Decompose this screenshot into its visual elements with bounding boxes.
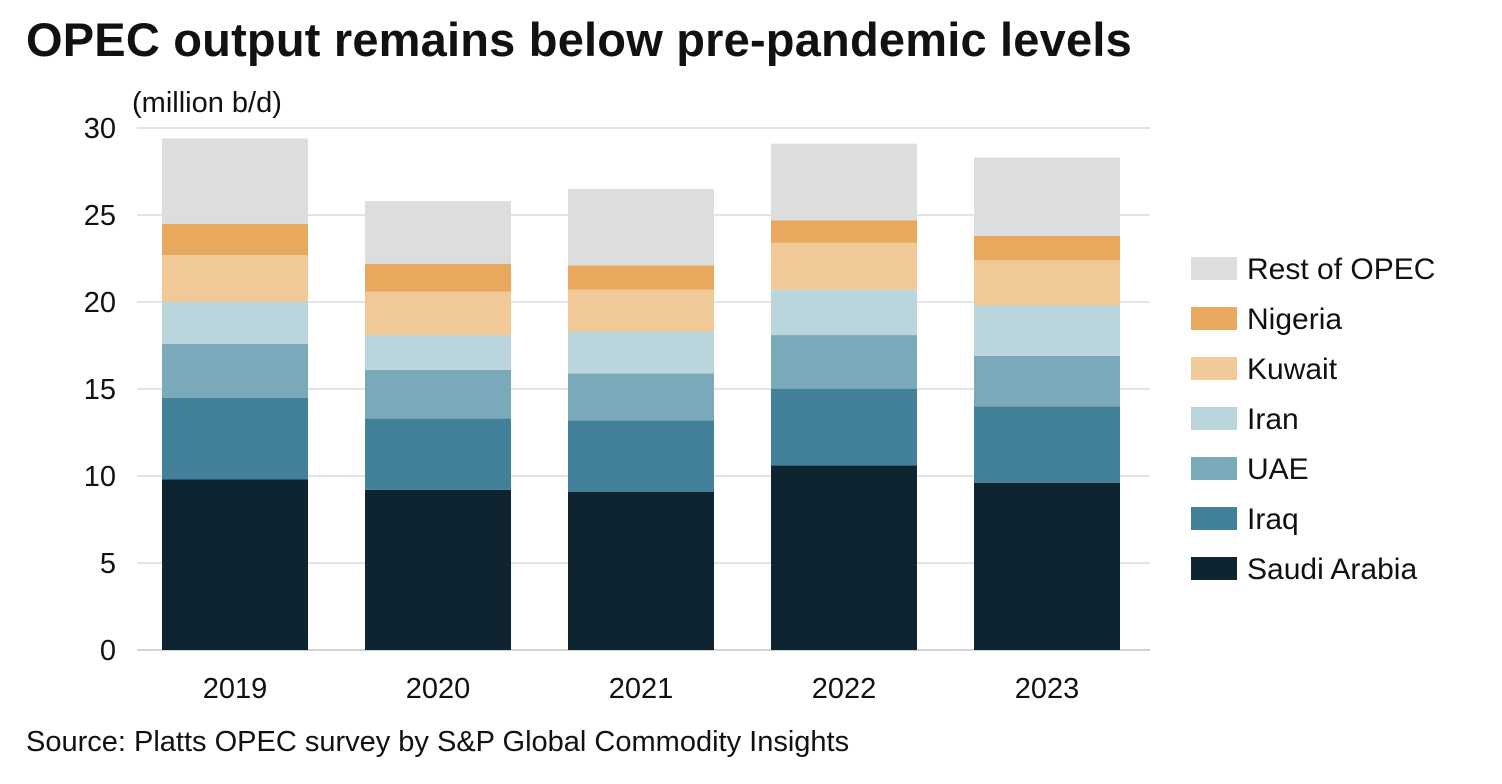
bar-iraq-2023 [974,406,1120,483]
bar-iran-2022 [771,289,917,336]
bar-iraq-2021 [568,420,714,492]
x-axis-ticks: 2019 2020 2021 2022 2023 [203,673,1080,705]
x-tick-label-2022: 2022 [812,673,877,705]
bar-iran-2020 [365,335,511,370]
x-tick-label-2019: 2019 [203,673,268,705]
y-tick-label-0: 0 [100,635,116,667]
legend-label-nigeria: Nigeria [1247,303,1342,336]
bars [162,138,1120,650]
x-tick-label-2023: 2023 [1015,673,1080,705]
bar-nigeria-2019 [162,223,308,256]
legend-swatch-iran [1191,407,1237,430]
bar-saudi-arabia-2019 [162,479,308,650]
bar-iraq-2022 [771,389,917,466]
bar-iran-2023 [974,305,1120,356]
bar-nigeria-2022 [771,220,917,243]
bar-uae-2022 [771,335,917,389]
legend-swatch-iraq [1191,507,1237,530]
bar-saudi-arabia-2022 [771,465,917,650]
bar-rest-of-opec-2021 [568,188,714,266]
legend-swatch-uae [1191,457,1237,480]
bar-saudi-arabia-2020 [365,489,511,650]
y-axis-ticks: 0 5 10 15 20 25 30 [84,113,116,667]
bar-nigeria-2020 [365,263,511,292]
bar-rest-of-opec-2019 [162,138,308,224]
bar-nigeria-2023 [974,235,1120,261]
legend-label-iraq: Iraq [1247,503,1299,536]
bar-saudi-arabia-2023 [974,482,1120,650]
bar-saudi-arabia-2021 [568,491,714,650]
y-axis-unit-label: (million b/d) [132,87,282,119]
y-tick-label-20: 20 [84,287,116,319]
bar-iran-2019 [162,302,308,344]
y-tick-label-30: 30 [84,113,116,145]
legend-label-uae: UAE [1247,453,1309,486]
bar-kuwait-2020 [365,291,511,336]
legend-label-iran: Iran [1247,403,1299,436]
bar-uae-2023 [974,355,1120,407]
y-tick-label-15: 15 [84,374,116,406]
bar-rest-of-opec-2020 [365,201,511,264]
legend-label-saudi-arabia: Saudi Arabia [1247,553,1417,586]
y-tick-label-10: 10 [84,461,116,493]
bar-rest-of-opec-2023 [974,157,1120,236]
bar-uae-2020 [365,369,511,419]
bar-rest-of-opec-2022 [771,143,917,221]
y-tick-label-5: 5 [100,548,116,580]
legend-label-rest-of-opec: Rest of OPEC [1247,253,1435,286]
legend-swatch-nigeria [1191,307,1237,330]
legend-swatch-kuwait [1191,357,1237,380]
bar-iran-2021 [568,331,714,374]
source-note: Source: Platts OPEC survey by S&P Global… [26,726,850,758]
bar-uae-2021 [568,373,714,421]
bar-iraq-2020 [365,418,511,490]
bar-uae-2019 [162,343,308,398]
x-tick-label-2021: 2021 [609,673,674,705]
legend-swatch-rest-of-opec [1191,257,1237,280]
legend-swatch-saudi-arabia [1191,557,1237,580]
y-tick-label-25: 25 [84,200,116,232]
bar-kuwait-2019 [162,255,308,302]
bar-kuwait-2021 [568,289,714,332]
bar-kuwait-2022 [771,242,917,290]
x-tick-label-2020: 2020 [406,673,471,705]
bar-kuwait-2023 [974,260,1120,306]
bar-iraq-2019 [162,397,308,480]
chart-title: OPEC output remains below pre-pandemic l… [26,13,1132,66]
legend: Rest of OPEC Nigeria Kuwait Iran UAE Iraq Saud… [1191,253,1435,586]
legend-label-kuwait: Kuwait [1247,353,1338,386]
bar-nigeria-2021 [568,265,714,290]
